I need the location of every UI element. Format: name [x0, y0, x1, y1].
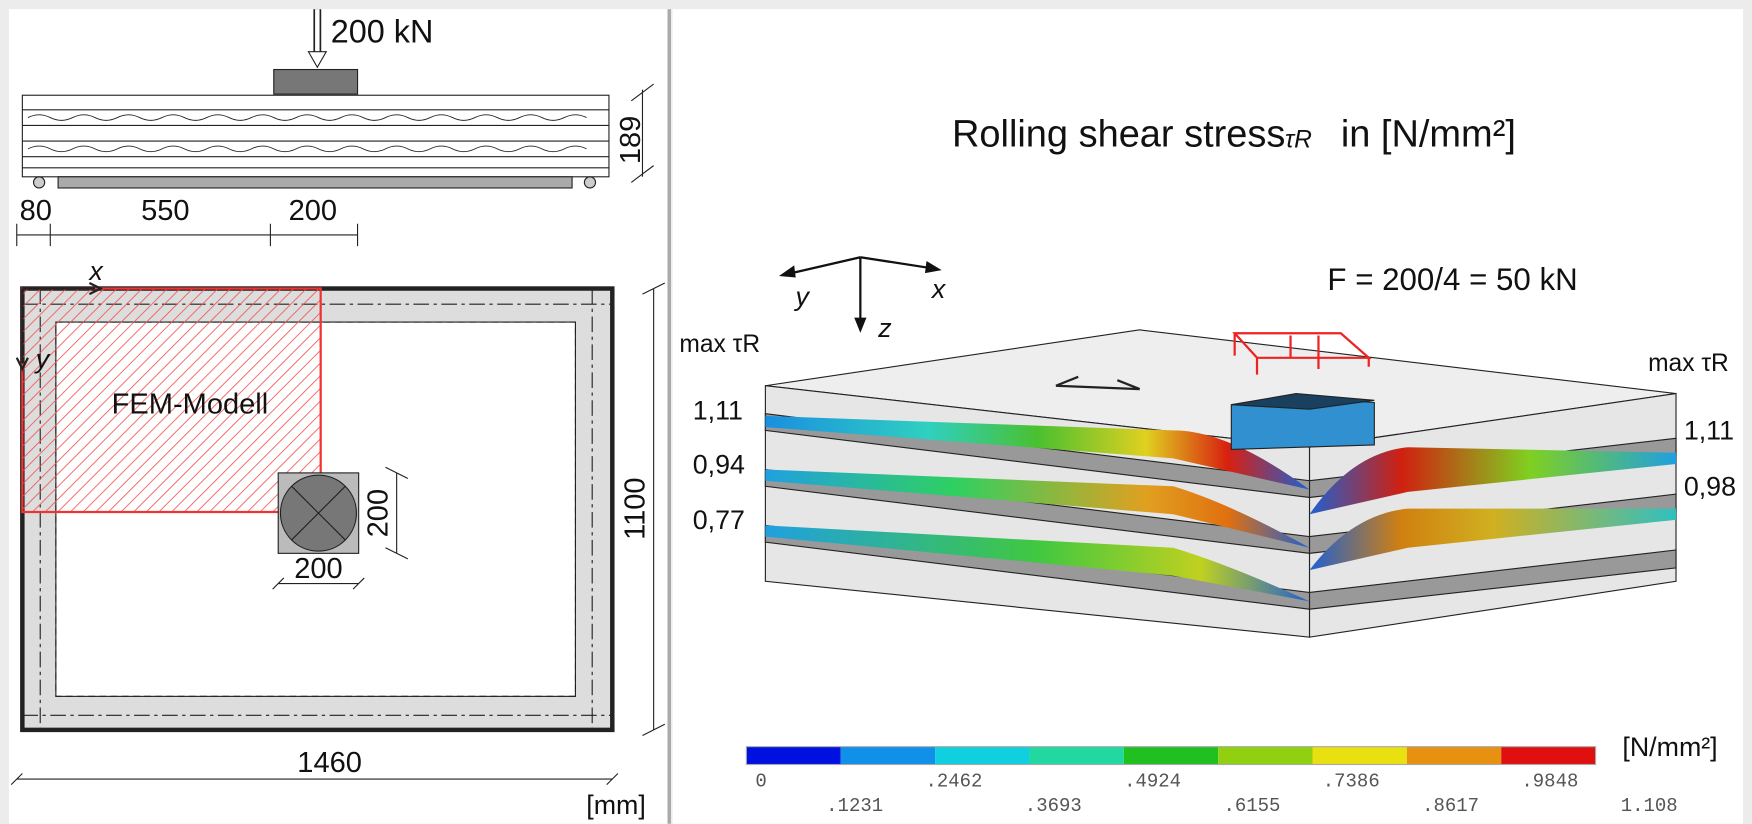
- title-symbol: τR: [1285, 127, 1312, 154]
- left-value: 1,11: [693, 396, 743, 426]
- page: 200 kN 189 80 550 200 x y FEM-Modell 200…: [0, 0, 1752, 824]
- load-label: 200 kN: [331, 13, 434, 49]
- colorbar-label: .6155: [1223, 795, 1280, 817]
- colorbar-label: .1231: [826, 795, 883, 817]
- max-right: max τR: [1648, 350, 1729, 377]
- colorbar-segment: [1407, 747, 1501, 765]
- plan-x: x: [87, 256, 104, 286]
- colorbar-label: .7386: [1323, 770, 1380, 792]
- dim-550: 550: [141, 195, 189, 227]
- colorbar-label: .3693: [1025, 795, 1082, 817]
- colorbar-label: .9848: [1521, 770, 1578, 792]
- colorbar-label: 1.108: [1621, 795, 1678, 817]
- unit: [mm]: [586, 790, 646, 820]
- right-value: 1,11: [1684, 416, 1734, 446]
- title: Rolling shear stress: [952, 114, 1285, 156]
- plate-dim-h: 200: [294, 553, 342, 585]
- max-left: max τR: [679, 331, 760, 358]
- force-label: F = 200/4 = 50 kN: [1327, 262, 1577, 297]
- plan-y: y: [34, 344, 51, 374]
- left-value: 0,77: [693, 505, 745, 535]
- plan: [11, 283, 665, 785]
- figure: 200 kN 189 80 550 200 x y FEM-Modell 200…: [0, 0, 1752, 824]
- height-dim: 189: [615, 116, 647, 164]
- colorbar-label: .4924: [1124, 770, 1181, 792]
- colorbar-label: 0: [755, 770, 766, 792]
- plate-dim-v: 200: [363, 489, 395, 537]
- colorbar-segment: [1124, 747, 1218, 765]
- colorbar-unit: [N/mm²]: [1622, 732, 1717, 762]
- axis-z: z: [877, 313, 892, 343]
- colorbar-segment: [746, 747, 840, 765]
- colorbar-segment: [1218, 747, 1312, 765]
- colorbar-segment: [841, 747, 935, 765]
- dim-200: 200: [289, 195, 337, 227]
- title-unit: in [N/mm²]: [1341, 114, 1516, 156]
- colorbar-label: .8617: [1422, 795, 1479, 817]
- axis-x: x: [930, 274, 947, 304]
- right-value: 0,98: [1684, 472, 1736, 502]
- dim-80: 80: [20, 195, 52, 227]
- colorbar-segment: [1313, 747, 1407, 765]
- colorbar-segment: [1029, 747, 1123, 765]
- colorbar-segment: [1501, 747, 1595, 765]
- model-label: FEM-Modell: [112, 389, 269, 421]
- colorbar-label: .2462: [925, 770, 982, 792]
- length-dim: 1460: [297, 747, 362, 779]
- axis-y: y: [794, 282, 811, 312]
- left-value: 0,94: [693, 449, 745, 479]
- width-dim: 1100: [620, 477, 652, 539]
- colorbar-segment: [935, 747, 1029, 765]
